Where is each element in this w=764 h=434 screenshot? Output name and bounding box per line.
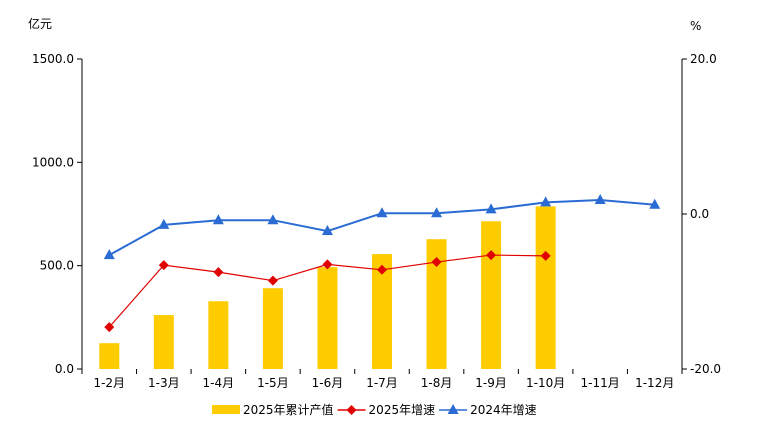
legend-label: 2025年累计产值 [243,402,334,417]
triangle-marker [376,207,388,218]
bar [535,206,556,369]
bar [153,315,174,369]
bar [208,301,229,369]
diamond-marker [158,260,169,271]
triangle-marker [212,214,224,225]
triangle-marker [267,214,279,225]
x-tick-label: 1-5月 [257,376,289,390]
right-tick-label: -20.0 [690,362,721,376]
right-tick-label: 20.0 [690,52,717,66]
legend-label: 2025年增速 [369,403,436,417]
left-tick-label: 0.0 [55,362,74,376]
x-tick-label: 1-12月 [635,376,674,390]
triangle-marker [594,194,606,205]
bar [99,343,120,369]
right-tick-label: 0.0 [690,207,709,221]
diamond-marker [486,250,497,261]
right-axis-unit: % [690,19,701,33]
left-tick-label: 1000.0 [32,155,74,169]
diamond-marker [104,322,115,333]
x-tick-label: 1-4月 [203,376,235,390]
legend-label: 2024年增速 [470,403,537,417]
triangle-marker [431,207,443,218]
bar [262,288,283,369]
triangle-marker [103,249,115,260]
x-tick-label: 1-11月 [581,376,620,390]
left-tick-label: 1500.0 [32,52,74,66]
left-axis-unit: 亿元 [28,16,52,31]
diamond-marker [267,275,278,286]
diamond-marker [540,250,551,261]
triangle-marker [485,203,497,214]
diamond-marker [431,257,442,268]
legend-diamond-icon [346,405,357,415]
legend-triangle-icon [447,404,459,414]
x-tick-label: 1-8月 [421,376,453,390]
x-tick-label: 1-10月 [526,376,565,390]
x-tick-label: 1-6月 [312,376,344,390]
diamond-marker [322,259,333,270]
triangle-marker [540,196,552,207]
x-tick-label: 1-2月 [93,376,125,390]
left-tick-label: 500.0 [40,259,74,273]
bar [317,267,338,369]
bar [481,221,502,369]
triangle-marker [649,198,661,209]
diamond-marker [213,267,224,278]
triangle-marker [158,218,170,229]
bar [426,239,447,369]
x-tick-label: 1-3月 [148,376,180,390]
triangle-marker [321,225,333,236]
legend-swatch-bar [212,405,240,414]
diamond-marker [377,264,387,275]
x-tick-label: 1-7月 [366,376,398,390]
bar [372,254,392,369]
x-tick-label: 1-9月 [475,376,507,390]
